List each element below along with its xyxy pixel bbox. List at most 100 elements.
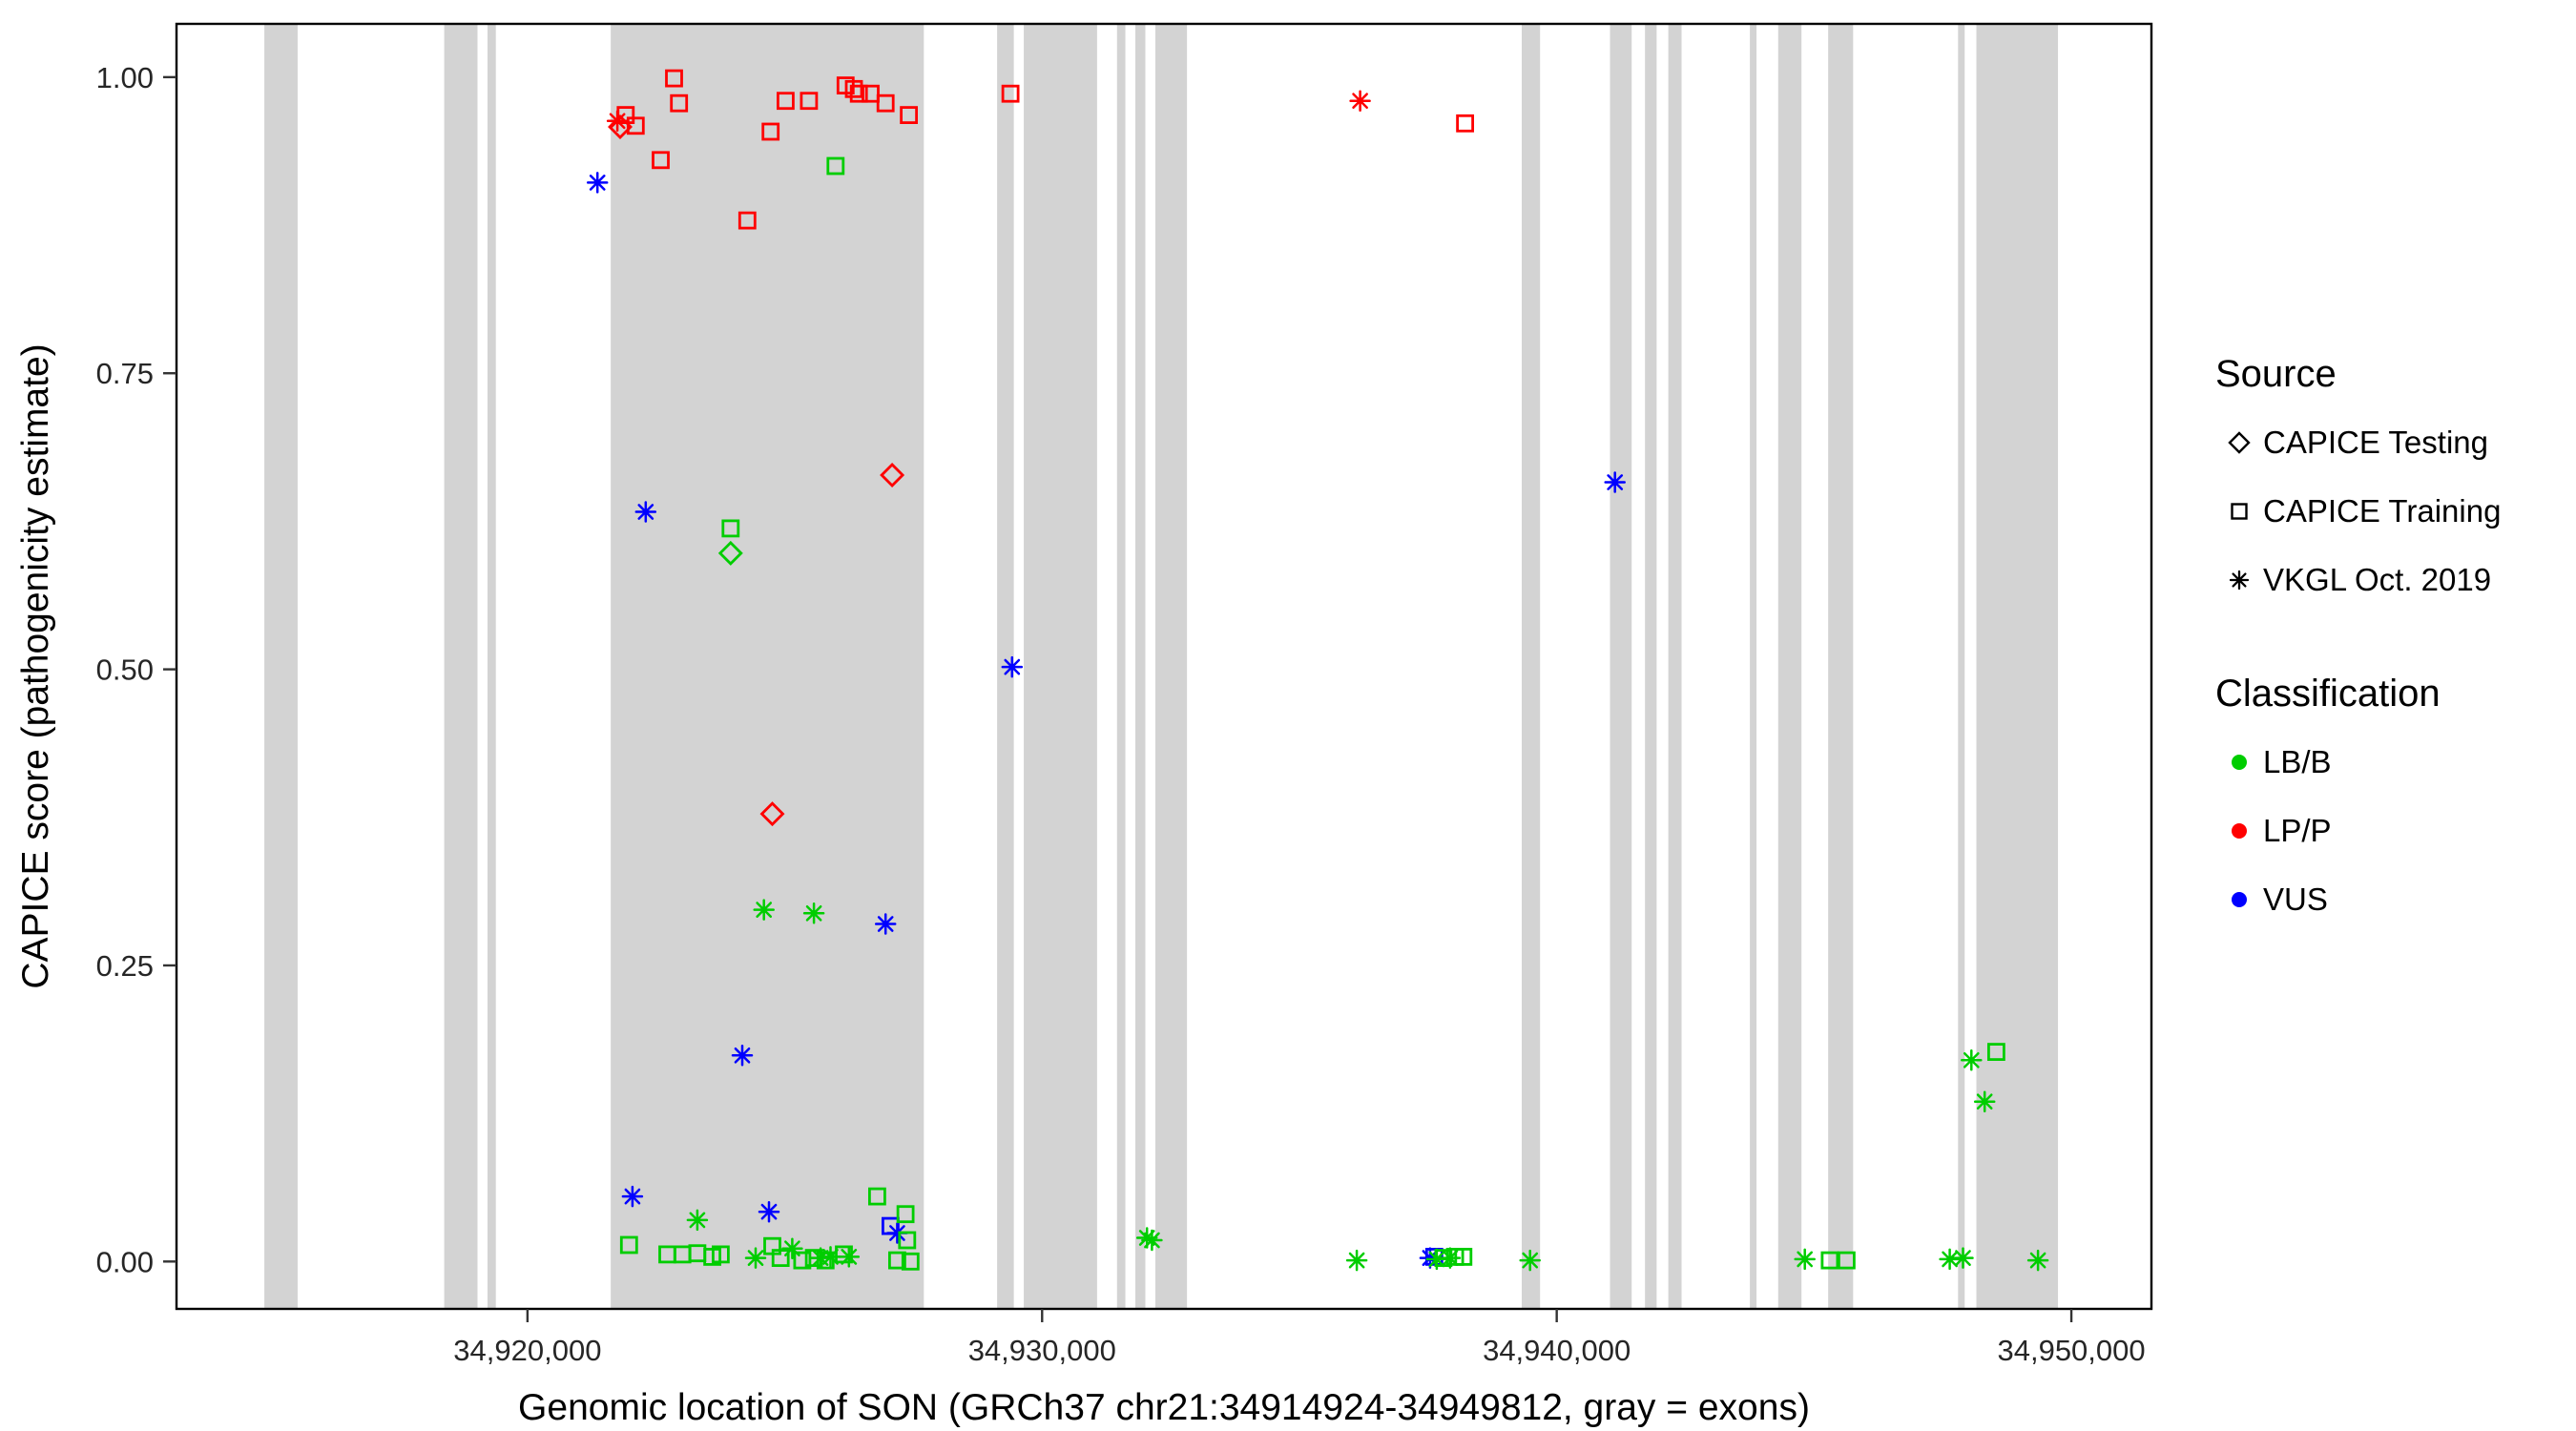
exon-band bbox=[1958, 24, 1965, 1309]
exon-band bbox=[1116, 24, 1126, 1309]
x-axis-title: Genomic location of SON (GRCh37 chr21:34… bbox=[518, 1387, 1810, 1428]
color-dot-icon bbox=[2221, 744, 2263, 780]
data-point bbox=[888, 1251, 906, 1270]
data-point bbox=[901, 1252, 920, 1271]
exon-band bbox=[444, 24, 478, 1309]
exon-band bbox=[264, 24, 298, 1309]
data-point bbox=[896, 1205, 915, 1224]
data-point bbox=[781, 1237, 803, 1259]
data-point bbox=[1349, 90, 1371, 112]
data-point bbox=[1135, 1227, 1158, 1249]
data-point bbox=[1604, 471, 1626, 493]
y-axis-title: CAPICE score (pathogenicity estimate) bbox=[15, 343, 56, 988]
data-point bbox=[1794, 1248, 1816, 1271]
data-point bbox=[758, 1200, 780, 1223]
data-point bbox=[2026, 1249, 2049, 1272]
data-point bbox=[761, 122, 780, 141]
data-point bbox=[731, 1045, 754, 1067]
data-point bbox=[838, 1246, 861, 1268]
x-axis-tick-label: 34,920,000 bbox=[453, 1334, 601, 1367]
data-point bbox=[898, 1231, 917, 1250]
data-point bbox=[744, 1247, 767, 1269]
data-point bbox=[652, 151, 670, 170]
data-point bbox=[874, 913, 897, 935]
data-point bbox=[800, 92, 819, 111]
exon-band bbox=[1645, 24, 1657, 1309]
data-point bbox=[1345, 1249, 1368, 1272]
legend-item-classification: LB/B bbox=[2215, 744, 2501, 780]
data-point bbox=[721, 519, 740, 538]
data-point bbox=[717, 540, 743, 566]
data-point bbox=[712, 1245, 730, 1264]
data-point bbox=[849, 84, 868, 103]
exon-band bbox=[1668, 24, 1682, 1309]
data-point bbox=[862, 84, 880, 103]
data-point bbox=[876, 93, 895, 113]
data-point bbox=[626, 116, 645, 135]
legend-item-label: LP/P bbox=[2263, 813, 2332, 848]
legend-item-source: VKGL Oct. 2019 bbox=[2215, 562, 2501, 598]
data-point bbox=[844, 79, 863, 98]
legend-source-title: Source bbox=[2215, 353, 2337, 395]
x-axis-tick-label: 34,930,000 bbox=[968, 1334, 1116, 1367]
legend-item-label: LB/B bbox=[2263, 744, 2332, 779]
y-axis-tick-label: 0.25 bbox=[96, 949, 154, 983]
data-point bbox=[1961, 1049, 1983, 1071]
data-point bbox=[1454, 1248, 1473, 1266]
legend-item-classification: VUS bbox=[2215, 881, 2501, 918]
data-point bbox=[886, 1222, 908, 1244]
exon-band bbox=[611, 24, 924, 1309]
data-point bbox=[621, 1185, 644, 1208]
data-point bbox=[1439, 1247, 1462, 1269]
exon-band bbox=[1976, 24, 2059, 1309]
data-point bbox=[777, 92, 795, 111]
data-point bbox=[771, 1249, 790, 1267]
asterisk-icon bbox=[2221, 562, 2263, 598]
data-point bbox=[880, 463, 905, 487]
legend-item-source: CAPICE Testing bbox=[2215, 425, 2501, 461]
legend-item-label: VKGL Oct. 2019 bbox=[2263, 562, 2492, 597]
data-point bbox=[586, 172, 609, 194]
data-point bbox=[1952, 1247, 1974, 1269]
legend-source-items: CAPICE Testing CAPICE Training VKGL Oct. 2… bbox=[2215, 425, 2501, 598]
x-axis-tick-label: 34,940,000 bbox=[1483, 1334, 1631, 1367]
data-point bbox=[1820, 1251, 1839, 1270]
color-dot-icon bbox=[2221, 813, 2263, 849]
data-point bbox=[1986, 1043, 2005, 1061]
data-point bbox=[1001, 84, 1020, 103]
data-point bbox=[900, 106, 918, 124]
y-axis-tick-label: 0.75 bbox=[96, 357, 154, 390]
data-point bbox=[793, 1251, 812, 1270]
legend: Source CAPICE Testing CAPICE Training VKGL… bbox=[2215, 353, 2501, 950]
data-point bbox=[802, 902, 825, 924]
legend-item-classification: LP/P bbox=[2215, 813, 2501, 849]
data-point bbox=[1456, 114, 1474, 133]
data-point bbox=[1419, 1247, 1442, 1269]
exon-band bbox=[1154, 24, 1188, 1309]
data-point bbox=[759, 801, 785, 827]
plot-panel-border bbox=[175, 22, 2153, 1311]
exon-band bbox=[1610, 24, 1632, 1309]
data-point bbox=[753, 899, 775, 921]
data-point bbox=[634, 501, 657, 523]
y-axis-tick-label: 1.00 bbox=[96, 61, 154, 94]
color-dot-icon bbox=[2221, 881, 2263, 918]
exon-band bbox=[1750, 24, 1757, 1309]
exon-band bbox=[1828, 24, 1854, 1309]
data-point bbox=[616, 106, 635, 124]
square-icon bbox=[2221, 493, 2263, 529]
exon-band bbox=[1024, 24, 1097, 1309]
exon-band bbox=[1135, 24, 1146, 1309]
data-point bbox=[619, 1235, 638, 1255]
data-point bbox=[1939, 1248, 1961, 1271]
y-axis-tick-label: 0.00 bbox=[96, 1245, 154, 1278]
legend-item-label: CAPICE Training bbox=[2263, 493, 2502, 529]
legend-classification-items: LB/B LP/P VUS bbox=[2215, 744, 2501, 918]
data-point bbox=[1519, 1249, 1541, 1272]
data-point bbox=[737, 211, 757, 230]
legend-classification-title: Classification bbox=[2215, 673, 2441, 715]
data-point bbox=[1141, 1229, 1163, 1252]
legend-item-label: CAPICE Testing bbox=[2263, 425, 2488, 460]
